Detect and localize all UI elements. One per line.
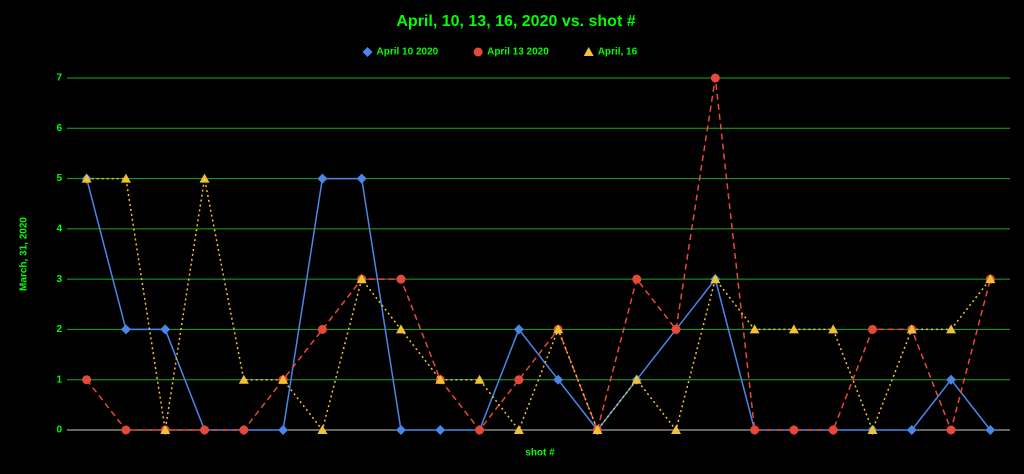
data-point [749,324,760,334]
data-point [435,425,446,435]
y-tick-label: 3 [56,274,62,285]
data-point [160,425,171,434]
data-point [396,274,406,284]
data-point [710,73,720,83]
legend-marker [583,47,594,56]
data-point [553,374,564,385]
y-tick-label: 2 [56,324,62,335]
y-tick-label: 5 [56,173,62,184]
y-tick-label: 7 [56,73,62,84]
data-point [553,324,564,334]
x-axis-label: shot # [525,448,555,459]
data-point [435,374,446,384]
data-point [592,425,603,434]
data-point [395,425,406,435]
y-tick-label: 0 [56,425,62,436]
data-point [278,374,289,384]
y-tick-label: 6 [56,123,62,134]
data-point [395,324,406,334]
data-point [239,425,249,435]
legend-label: April, 16 [598,47,638,58]
data-point [475,425,485,435]
data-point [985,425,996,435]
data-point [906,425,917,435]
data-point [710,274,721,284]
data-point [788,324,799,334]
data-point [278,425,289,435]
chart-title: April, 10, 13, 16, 2020 vs. shot # [396,13,635,30]
data-point [160,324,171,335]
data-point [513,425,524,434]
data-point [121,425,131,435]
data-point [750,425,760,435]
data-point [317,425,328,434]
data-point [946,374,957,385]
data-point [632,274,642,284]
data-point [200,425,210,435]
data-point [867,324,877,334]
data-point [671,425,682,434]
data-point [356,274,367,284]
y-tick-label: 4 [56,223,62,234]
data-point [631,374,642,384]
data-point [946,324,957,334]
data-point [120,324,131,335]
data-point [789,425,799,435]
data-point [317,324,327,334]
data-point [238,374,249,384]
data-point [946,425,956,435]
data-point [81,173,92,183]
y-tick-label: 1 [56,374,62,385]
legend-label: April 13 2020 [487,47,549,58]
data-point [671,324,681,334]
data-point [513,324,524,335]
legend-marker [362,47,373,57]
series-line [86,177,991,433]
data-point [828,324,839,334]
legend-label: April 10 2020 [377,47,439,58]
data-point [199,173,210,183]
data-point [514,375,524,385]
y-axis-label: March, 31, 2020 [19,217,30,291]
data-point [906,324,917,334]
legend-marker [473,47,483,57]
data-point [120,173,131,183]
data-point [356,173,367,184]
data-point [867,425,878,434]
series-line [86,77,992,433]
data-point [828,425,838,435]
data-point [474,374,485,384]
data-point [317,173,328,184]
data-point [82,375,92,385]
data-point [985,274,996,284]
